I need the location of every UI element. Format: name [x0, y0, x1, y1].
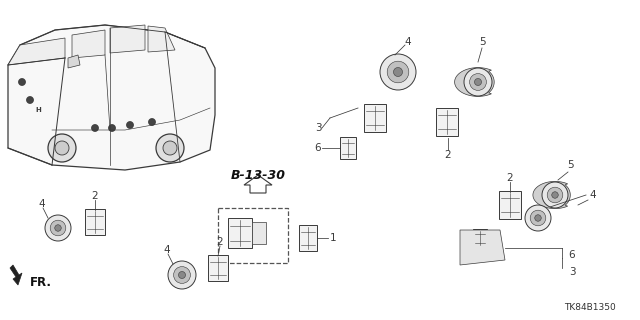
Text: 5: 5	[566, 160, 573, 170]
Bar	[340, 137, 356, 159]
Text: H: H	[35, 107, 41, 113]
Text: 4: 4	[38, 199, 45, 209]
Text: 6: 6	[569, 250, 575, 260]
Polygon shape	[10, 265, 22, 285]
Circle shape	[127, 122, 134, 129]
Bar	[228, 218, 252, 248]
Circle shape	[109, 124, 115, 132]
Text: 4: 4	[164, 245, 170, 255]
Text: TK84B1350: TK84B1350	[564, 303, 616, 313]
Text: FR.: FR.	[30, 276, 52, 289]
Circle shape	[525, 205, 551, 231]
Circle shape	[55, 141, 69, 155]
Circle shape	[168, 261, 196, 289]
Polygon shape	[533, 181, 570, 209]
Polygon shape	[454, 68, 494, 96]
Polygon shape	[72, 30, 105, 58]
Circle shape	[530, 210, 546, 226]
Circle shape	[552, 192, 558, 198]
Circle shape	[474, 78, 481, 85]
Circle shape	[535, 215, 541, 221]
Circle shape	[19, 78, 26, 85]
Text: 5: 5	[479, 37, 485, 47]
Bar	[436, 108, 458, 136]
Polygon shape	[68, 55, 80, 68]
Polygon shape	[460, 230, 505, 265]
Polygon shape	[148, 26, 175, 52]
Polygon shape	[8, 25, 215, 170]
Polygon shape	[110, 25, 145, 53]
Text: 4: 4	[404, 37, 412, 47]
Text: 2: 2	[507, 173, 513, 183]
Circle shape	[50, 220, 66, 236]
Circle shape	[380, 54, 416, 90]
Text: 2: 2	[92, 191, 99, 201]
Text: 4: 4	[589, 190, 596, 200]
Bar	[499, 191, 521, 219]
Circle shape	[394, 68, 403, 76]
Circle shape	[464, 68, 492, 96]
Circle shape	[26, 97, 33, 103]
Circle shape	[173, 267, 191, 284]
Circle shape	[45, 215, 71, 241]
Circle shape	[547, 187, 563, 203]
Text: 3: 3	[569, 267, 575, 277]
Circle shape	[48, 134, 76, 162]
Bar	[299, 225, 317, 251]
Polygon shape	[244, 175, 272, 193]
Circle shape	[542, 182, 568, 208]
Text: 2: 2	[217, 237, 223, 247]
Circle shape	[92, 124, 99, 132]
Circle shape	[163, 141, 177, 155]
Circle shape	[156, 134, 184, 162]
Bar	[364, 104, 386, 132]
Bar	[252, 222, 266, 244]
Bar	[473, 229, 487, 247]
Circle shape	[470, 74, 486, 91]
Bar	[85, 209, 105, 235]
Text: 6: 6	[315, 143, 321, 153]
Circle shape	[55, 225, 61, 231]
Bar	[218, 208, 288, 263]
Circle shape	[148, 118, 156, 125]
Text: 3: 3	[315, 123, 321, 133]
Text: 1: 1	[330, 233, 336, 243]
Polygon shape	[8, 38, 65, 65]
Text: 2: 2	[445, 150, 451, 160]
Circle shape	[387, 61, 409, 83]
Circle shape	[179, 271, 186, 278]
Bar	[208, 255, 228, 281]
Text: B-13-30: B-13-30	[230, 169, 285, 181]
